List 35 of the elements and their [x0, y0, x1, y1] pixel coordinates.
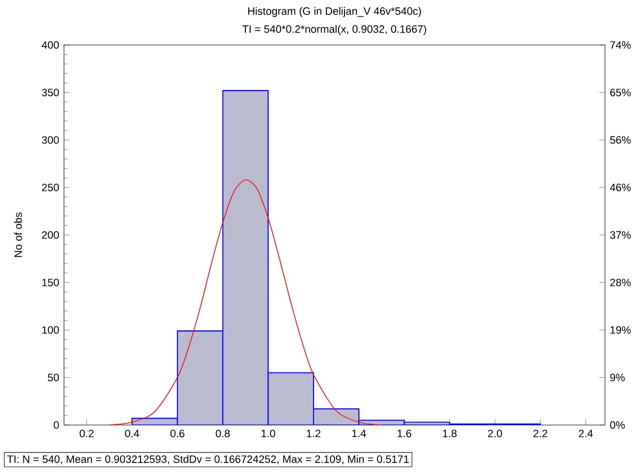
chart-subtitle: TI = 540*0.2*normal(x, 0.9032, 0.1667) — [242, 25, 426, 35]
y-tick-label: 250 — [42, 184, 59, 192]
y-tick-label: 100 — [42, 326, 59, 334]
x-tick-label: 1.2 — [306, 430, 320, 438]
y-tick-label: 350 — [42, 88, 59, 96]
y2-tick-label: 74% — [610, 41, 631, 49]
x-tick-label: 1.0 — [262, 430, 276, 438]
x-tick-label: 0.2 — [80, 430, 94, 438]
y-axis-title: No of obs — [14, 212, 22, 257]
x-tick-label: 0.6 — [170, 430, 184, 438]
line-series — [108, 179, 382, 425]
y2-tick-label: 0% — [610, 421, 625, 429]
x-tick-label: 0.8 — [216, 430, 230, 438]
x-tick-label: 1.8 — [443, 430, 457, 438]
y2-tick-label: 19% — [610, 326, 631, 334]
y2-tick-label: 37% — [610, 231, 631, 239]
text: TI: N = 540, Mean = 0.903212593, StdDv = 0.166724252, Max = 2.109, Min = 0.5171 — [7, 455, 409, 464]
y2-tick-label: 65% — [610, 88, 631, 96]
y-tick-label: 50 — [48, 374, 59, 382]
y-tick-label: 300 — [42, 136, 59, 144]
y2-tick-label: 9% — [610, 374, 625, 382]
x-tick-label: 1.4 — [352, 430, 366, 438]
y-tick-label: 400 — [42, 41, 59, 49]
x-tick-label: 2.4 — [578, 430, 593, 438]
x-tick-label: 0.4 — [125, 430, 140, 438]
y-tick-label: 200 — [42, 231, 59, 239]
x-tick-label: 2.0 — [488, 430, 502, 438]
y-tick-label: 0 — [54, 421, 59, 429]
x-tick-label: 1.6 — [398, 430, 412, 438]
chart-title: Histogram (G in Delijan_V 46v*540c) — [248, 7, 421, 17]
x-tick-label: 2.2 — [533, 430, 548, 438]
y-tick-label: 150 — [42, 278, 59, 286]
y2-tick-label: 28% — [610, 278, 631, 286]
y2-tick-label: 46% — [610, 184, 631, 192]
y2-tick-label: 56% — [610, 136, 631, 144]
